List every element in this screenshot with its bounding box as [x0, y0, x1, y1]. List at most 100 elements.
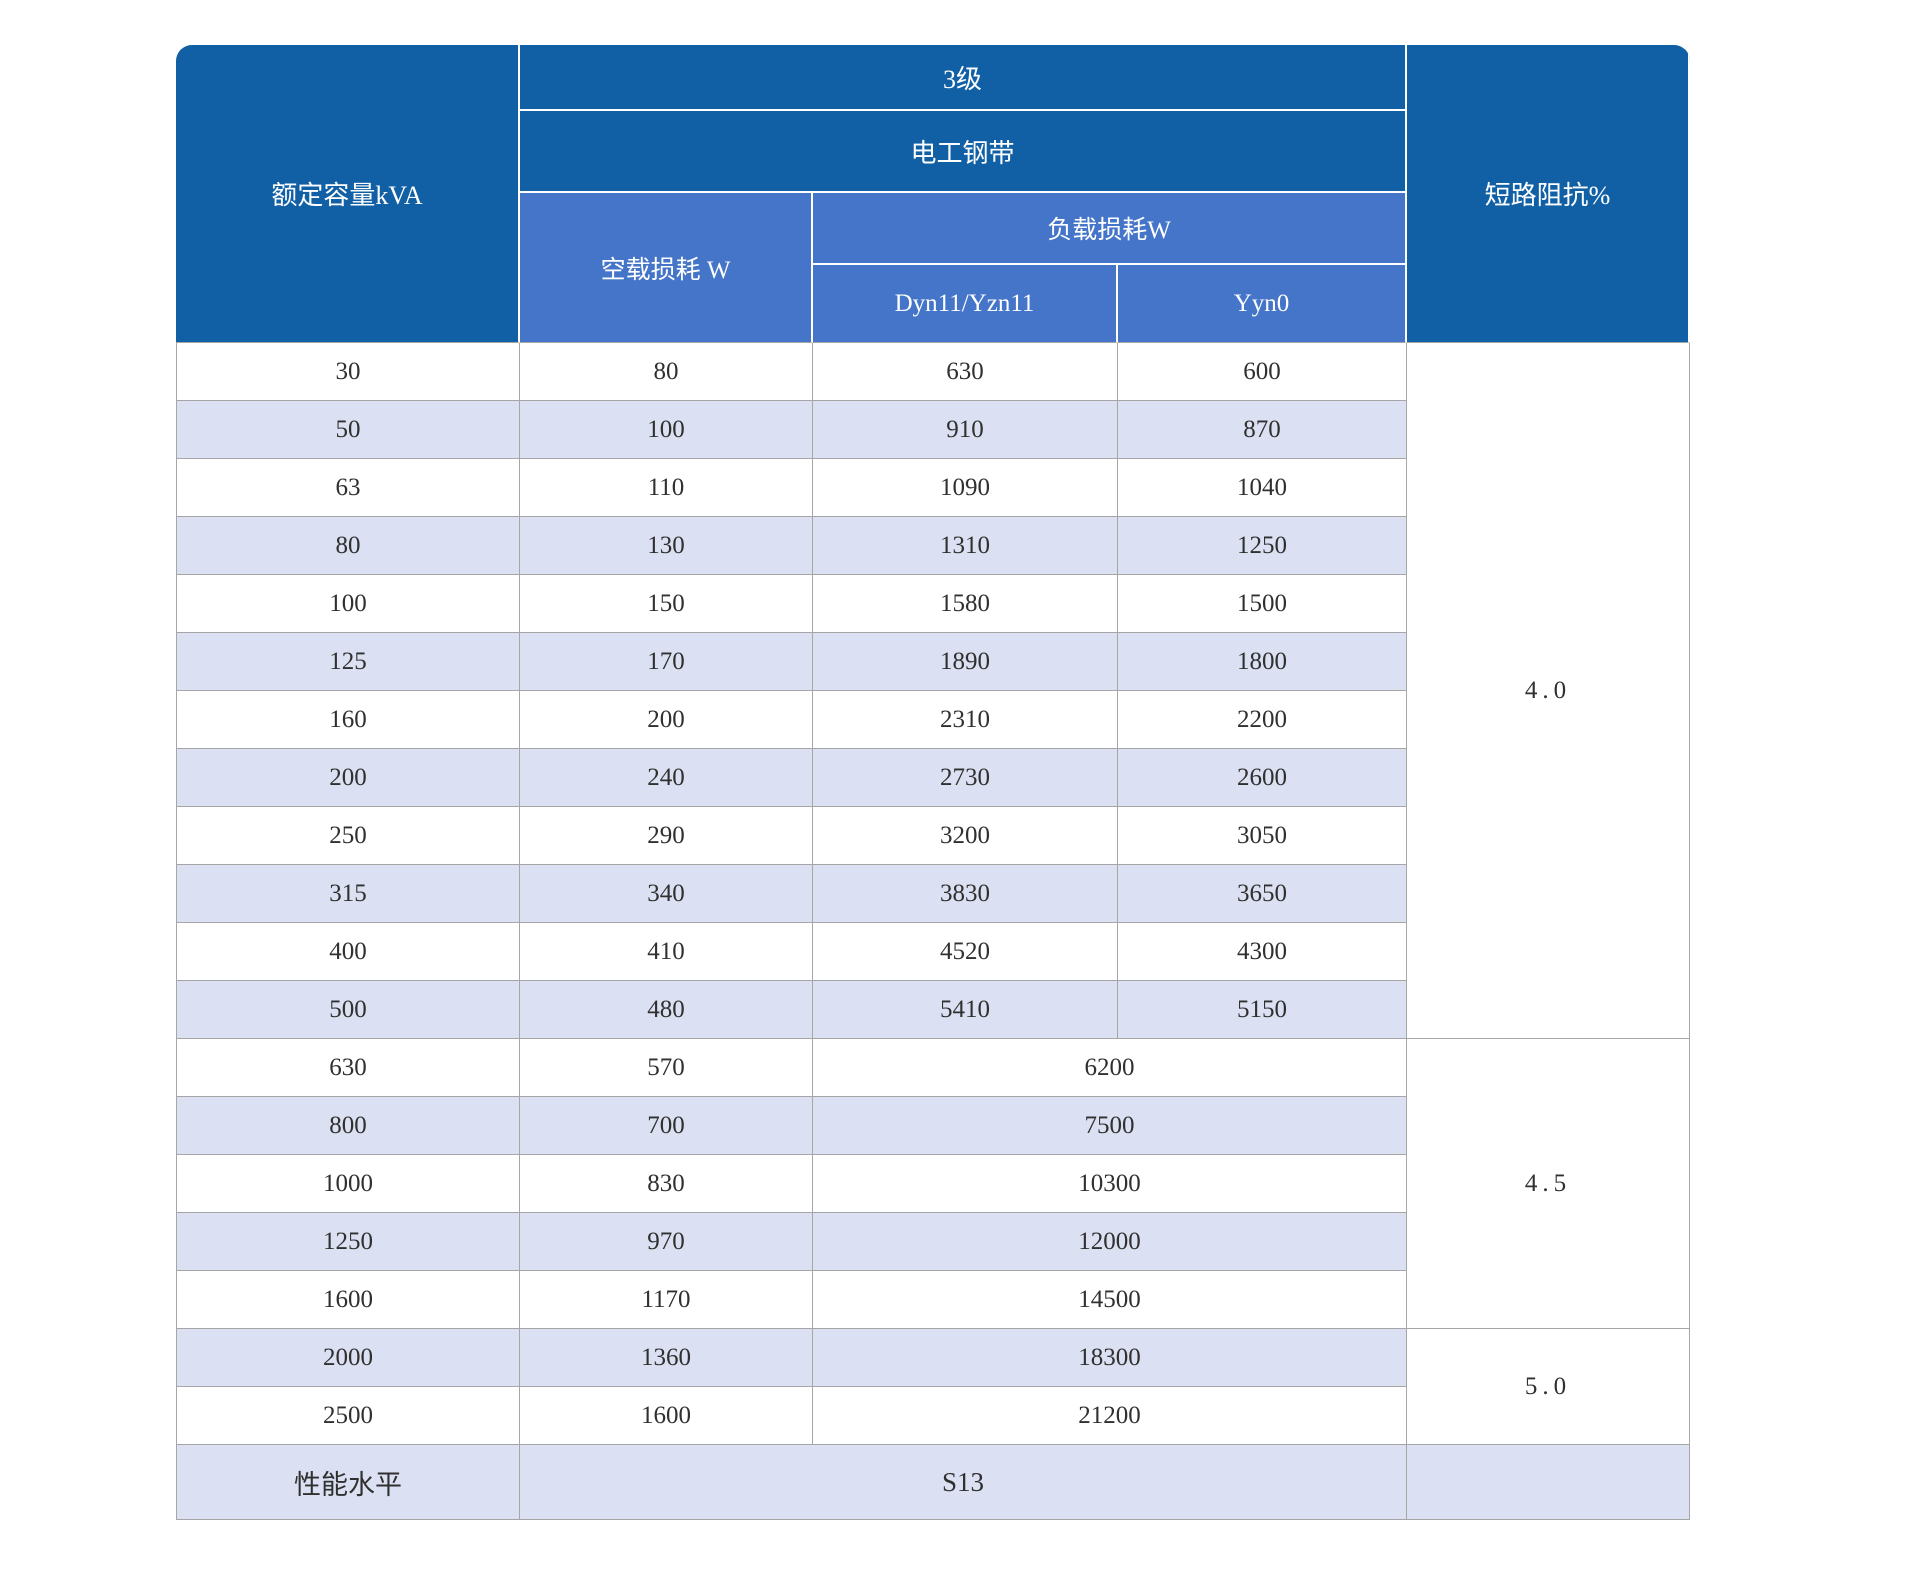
cell-load-loss-yyn: 1500: [1118, 575, 1407, 633]
cell-capacity: 800: [176, 1097, 520, 1155]
footer-performance-level-label: 性能水平: [176, 1445, 520, 1520]
cell-load-loss-yyn: 2600: [1118, 749, 1407, 807]
footer-row: 性能水平 S13: [176, 1445, 1690, 1520]
header-short-circuit-impedance: 短路阻抗%: [1407, 45, 1690, 343]
cell-capacity: 160: [176, 691, 520, 749]
cell-impedance-group-2: 4.5: [1407, 1039, 1690, 1329]
cell-capacity: 2500: [176, 1387, 520, 1445]
table-row: 100 150 1580 1500: [176, 575, 1690, 633]
table-row: 250 290 3200 3050: [176, 807, 1690, 865]
cell-load-loss-dyn: 630: [813, 343, 1118, 401]
cell-load-loss-yyn: 1040: [1118, 459, 1407, 517]
header-load-loss: 负载损耗W: [813, 193, 1407, 265]
spec-table: 额定容量kVA 3级 短路阻抗% 电工钢带 空载损耗 W 负载损耗W Dyn11…: [176, 45, 1690, 1520]
table-row: 800 700 7500: [176, 1097, 1690, 1155]
cell-load-loss-yyn: 2200: [1118, 691, 1407, 749]
cell-capacity: 30: [176, 343, 520, 401]
cell-load-loss-yyn: 870: [1118, 401, 1407, 459]
cell-load-loss-yyn: 1800: [1118, 633, 1407, 691]
table-row: 63 110 1090 1040: [176, 459, 1690, 517]
cell-no-load-loss: 480: [520, 981, 813, 1039]
cell-capacity: 500: [176, 981, 520, 1039]
table-row: 1000 830 10300: [176, 1155, 1690, 1213]
cell-capacity: 200: [176, 749, 520, 807]
cell-no-load-loss: 150: [520, 575, 813, 633]
table-row: 1600 1170 14500: [176, 1271, 1690, 1329]
header-row-loss: 空载损耗 W 负载损耗W: [176, 193, 1690, 343]
header-no-load-loss: 空载损耗 W: [520, 193, 813, 343]
header-material: 电工钢带: [520, 111, 1407, 193]
cell-load-loss-merged: 7500: [813, 1097, 1407, 1155]
cell-impedance-group-3: 5.0: [1407, 1329, 1690, 1445]
cell-no-load-loss: 130: [520, 517, 813, 575]
header-row-material: 电工钢带: [176, 111, 1690, 193]
cell-load-loss-yyn: 3050: [1118, 807, 1407, 865]
table-row: 400 410 4520 4300: [176, 923, 1690, 981]
cell-load-loss-dyn: 2730: [813, 749, 1118, 807]
cell-load-loss-dyn: 1890: [813, 633, 1118, 691]
cell-load-loss-dyn: 3200: [813, 807, 1118, 865]
cell-no-load-loss: 240: [520, 749, 813, 807]
cell-no-load-loss: 570: [520, 1039, 813, 1097]
cell-load-loss-merged: 18300: [813, 1329, 1407, 1387]
cell-load-loss-yyn: 1250: [1118, 517, 1407, 575]
header-dyn11-yzn11: Dyn11/Yzn11: [813, 265, 1118, 343]
cell-no-load-loss: 170: [520, 633, 813, 691]
table-row: 500 480 5410 5150: [176, 981, 1690, 1039]
cell-load-loss-dyn: 910: [813, 401, 1118, 459]
table-row: 50 100 910 870: [176, 401, 1690, 459]
cell-load-loss-dyn: 1580: [813, 575, 1118, 633]
cell-no-load-loss: 200: [520, 691, 813, 749]
cell-load-loss-merged: 21200: [813, 1387, 1407, 1445]
cell-capacity: 63: [176, 459, 520, 517]
table-row: 315 340 3830 3650: [176, 865, 1690, 923]
cell-load-loss-merged: 14500: [813, 1271, 1407, 1329]
table-row: 125 170 1890 1800: [176, 633, 1690, 691]
footer-performance-level-value: S13: [520, 1445, 1407, 1520]
cell-capacity: 250: [176, 807, 520, 865]
table-row: 160 200 2310 2200: [176, 691, 1690, 749]
cell-impedance-group-1: 4.0: [1407, 343, 1690, 1039]
cell-no-load-loss: 1170: [520, 1271, 813, 1329]
cell-load-loss-merged: 12000: [813, 1213, 1407, 1271]
table-row: 80 130 1310 1250: [176, 517, 1690, 575]
cell-no-load-loss: 970: [520, 1213, 813, 1271]
cell-capacity: 2000: [176, 1329, 520, 1387]
cell-load-loss-dyn: 1310: [813, 517, 1118, 575]
header-row-vector-group: Dyn11/Yzn11 Yyn0: [176, 265, 1690, 343]
table-body: 30 80 630 600 4.0 50 100 910 870 63 110 …: [176, 343, 1690, 1520]
cell-no-load-loss: 340: [520, 865, 813, 923]
transformer-loss-spec-table: 额定容量kVA 3级 短路阻抗% 电工钢带 空载损耗 W 负载损耗W Dyn11…: [176, 45, 1690, 1520]
table-row: 2500 1600 21200: [176, 1387, 1690, 1445]
cell-load-loss-yyn: 4300: [1118, 923, 1407, 981]
cell-load-loss-yyn: 5150: [1118, 981, 1407, 1039]
cell-capacity: 100: [176, 575, 520, 633]
cell-load-loss-dyn: 2310: [813, 691, 1118, 749]
cell-capacity: 1250: [176, 1213, 520, 1271]
cell-no-load-loss: 830: [520, 1155, 813, 1213]
table-row: 200 240 2730 2600: [176, 749, 1690, 807]
cell-no-load-loss: 80: [520, 343, 813, 401]
cell-capacity: 1000: [176, 1155, 520, 1213]
cell-load-loss-merged: 10300: [813, 1155, 1407, 1213]
cell-no-load-loss: 700: [520, 1097, 813, 1155]
cell-capacity: 1600: [176, 1271, 520, 1329]
cell-capacity: 80: [176, 517, 520, 575]
header-level: 3级: [520, 45, 1407, 111]
cell-load-loss-dyn: 3830: [813, 865, 1118, 923]
header-row-level: 额定容量kVA 3级 短路阻抗%: [176, 45, 1690, 343]
cell-no-load-loss: 110: [520, 459, 813, 517]
footer-empty-cell: [1407, 1445, 1690, 1520]
table-header: 额定容量kVA 3级 短路阻抗% 电工钢带 空载损耗 W 负载损耗W Dyn11…: [176, 45, 1690, 343]
table-row: 2000 1360 18300 5.0: [176, 1329, 1690, 1445]
cell-no-load-loss: 100: [520, 401, 813, 459]
table-row: 30 80 630 600 4.0: [176, 343, 1690, 1039]
table-row: 630 570 6200 4.5: [176, 1039, 1690, 1329]
header-rated-capacity: 额定容量kVA: [176, 45, 520, 343]
header-yyn0: Yyn0: [1118, 265, 1407, 343]
cell-load-loss-merged: 6200: [813, 1039, 1407, 1097]
cell-no-load-loss: 290: [520, 807, 813, 865]
cell-no-load-loss: 1600: [520, 1387, 813, 1445]
cell-load-loss-dyn: 5410: [813, 981, 1118, 1039]
cell-load-loss-dyn: 1090: [813, 459, 1118, 517]
